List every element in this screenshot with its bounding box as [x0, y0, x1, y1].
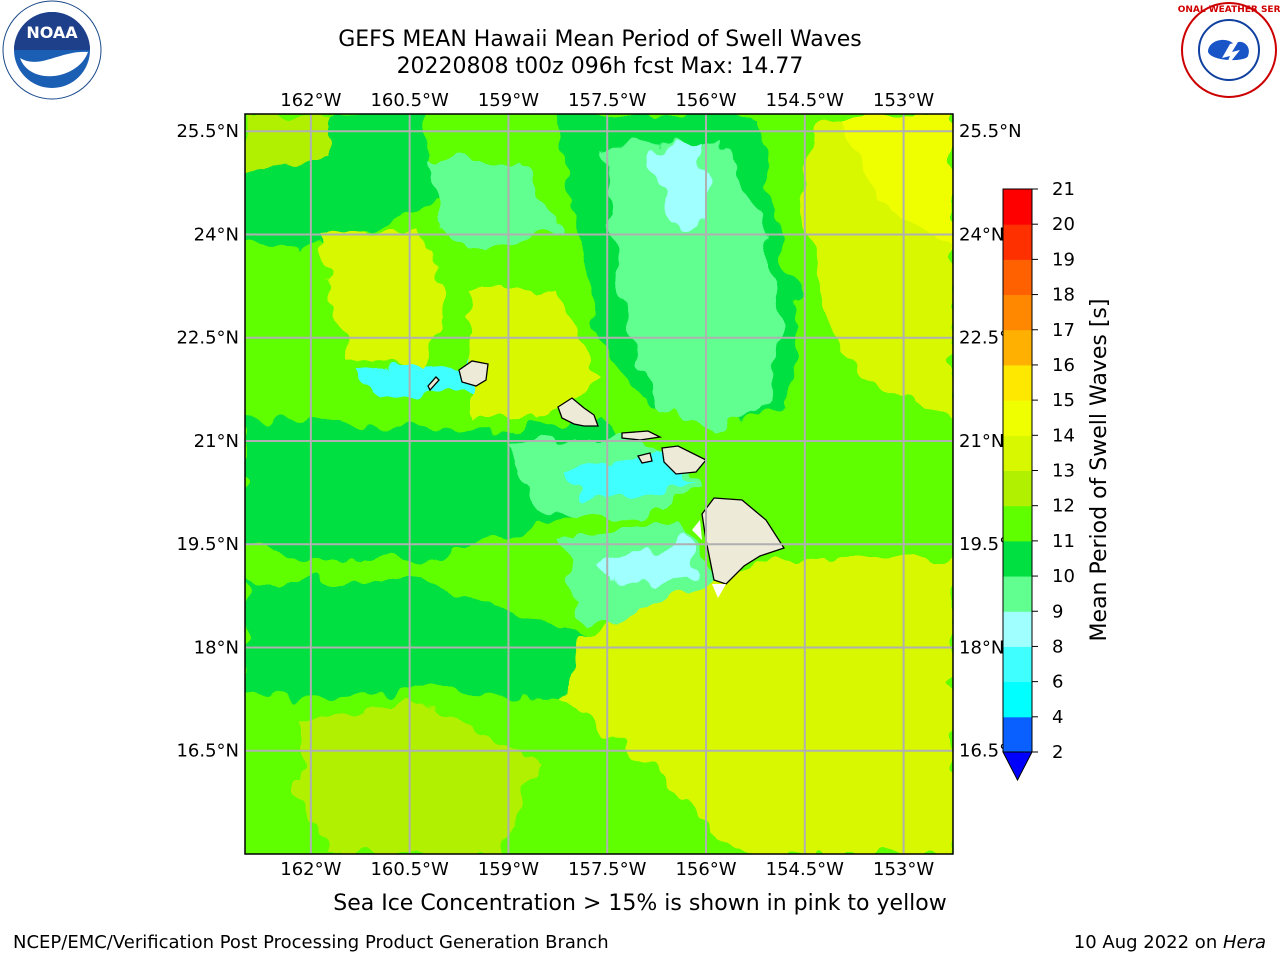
region-cyan-bigisland: [600, 540, 700, 585]
region-cyan-channel: [570, 455, 690, 500]
colorbar-segment: [1003, 716, 1032, 753]
region-yellow-northwest: [320, 230, 450, 370]
colorbar-label: Mean Period of Swell Waves [s]: [1087, 299, 1112, 642]
region-cyan-north: [650, 140, 710, 230]
tick-label-lat-left: 19.5°N: [176, 534, 239, 555]
colorbar-segment: [1003, 540, 1032, 577]
colorbar-tick-label: 11: [1052, 531, 1075, 552]
map-grid: [245, 114, 953, 854]
island-hawaii: [701, 497, 785, 585]
tick-label-lat-left: 16.5°N: [176, 741, 239, 762]
tick-label-lon-top: 156°W: [675, 90, 736, 111]
island-molokai: [621, 430, 663, 441]
heatmap-field: [245, 114, 953, 854]
colorbar-tick-label: 4: [1052, 707, 1063, 728]
colorbar-segment: [1003, 224, 1032, 260]
region-yellow-ne-peak: [840, 114, 953, 250]
tick-label-lon-bottom: 156°W: [675, 859, 736, 880]
colorbar-segment: [1003, 364, 1032, 401]
tick-label-lat-right: 18°N: [959, 637, 1004, 658]
colorbar-segment: [1003, 505, 1032, 542]
colorbar-segment: [1003, 400, 1032, 436]
colorbar-segment: [1003, 681, 1032, 718]
island-white-masks: [692, 520, 726, 598]
region-cyan-kauai: [360, 362, 480, 396]
tick-label-lon-bottom: 159°W: [478, 859, 539, 880]
colorbar-tick-label: 20: [1052, 214, 1075, 235]
colorbar-segment: [1003, 646, 1032, 683]
colorbar-tick-label: 6: [1052, 672, 1063, 693]
tick-label-lon-top: 159°W: [478, 90, 539, 111]
colorbar-tick-label: 16: [1052, 355, 1075, 376]
colorbar-segment: [1003, 435, 1032, 471]
region-yellow-southwest: [300, 700, 540, 854]
island-kauai: [458, 360, 489, 387]
tick-label-lon-top: 154.5°W: [766, 90, 845, 111]
tick-label-lon-bottom: 157.5°W: [568, 859, 647, 880]
region-green-sw: [245, 580, 600, 700]
tick-label-lat-right: 21°N: [959, 431, 1004, 452]
tick-label-lat-left: 18°N: [194, 637, 239, 658]
colorbar-tick-label: 8: [1052, 636, 1063, 657]
nws-logo: NATIONAL WEATHER SERVICE: [1178, 2, 1280, 98]
island-oahu: [557, 397, 599, 427]
sea-ice-note: Sea Ice Concentration > 15% is shown in …: [333, 891, 947, 916]
region-lightgreen-north: [600, 140, 780, 430]
tick-label-lon-bottom: 160.5°W: [370, 859, 449, 880]
date-info: 10 Aug 2022 on Hera: [1074, 932, 1266, 953]
machine-name: Hera: [1222, 932, 1266, 953]
region-yellow-southeast: [560, 560, 953, 854]
date-text: 10 Aug 2022 on: [1073, 932, 1223, 953]
region-yellow-oahu: [470, 290, 600, 420]
credit-text: NCEP/EMC/Verification Post Processing Pr…: [13, 932, 609, 953]
colorbar-segment: [1003, 470, 1032, 507]
colorbar-segment: [1003, 611, 1032, 647]
chart-subtitle: 20220808 t00z 096h fcst Max: 14.77: [396, 54, 804, 79]
island-lanai: [637, 452, 653, 464]
region-yellow-corner: [245, 114, 330, 170]
colorbar-tick-label: 21: [1052, 179, 1075, 200]
tick-label-lat-left: 21°N: [194, 431, 239, 452]
colorbar-tick-label: 12: [1052, 496, 1075, 517]
colorbar-tick-label: 18: [1052, 285, 1075, 306]
island-niihau: [427, 376, 440, 392]
colorbar-under-arrow: [1002, 751, 1033, 782]
tick-label-lon-top: 162°W: [280, 90, 341, 111]
colorbar-segment: [1003, 259, 1032, 296]
colorbar-tick-label: 14: [1052, 425, 1075, 446]
tick-label-lon-bottom: 154.5°W: [766, 859, 845, 880]
tick-label-lat-left: 25.5°N: [176, 121, 239, 142]
island-maui: [661, 445, 708, 475]
tick-label-lon-top: 153°W: [873, 90, 934, 111]
tick-label-lon-top: 160.5°W: [370, 90, 449, 111]
plot-frame: [244, 113, 954, 855]
region-lightgreen-n2: [430, 160, 560, 250]
island-outlines: [427, 360, 785, 585]
nws-logo-text: NATIONAL WEATHER SERVICE: [1178, 5, 1280, 15]
noaa-logo: NOAA: [2, 0, 102, 100]
colorbar: 2 4 6 8 9 10 11 12 13 14 15 16 17 18 19 20 21: [1002, 179, 1075, 782]
noaa-logo-text: NOAA: [26, 23, 78, 42]
tick-label-lon-bottom: 162°W: [280, 859, 341, 880]
colorbar-tick-label: 9: [1052, 601, 1063, 622]
colorbar-tick-label: 13: [1052, 461, 1075, 482]
colorbar-segment: [1003, 329, 1032, 366]
colorbar-tick-label: 17: [1052, 320, 1075, 341]
tick-label-lon-top: 157.5°W: [568, 90, 647, 111]
colorbar-tick-label: 10: [1052, 566, 1075, 587]
colorbar-tick-label: 2: [1052, 742, 1063, 763]
tick-label-lat-right: 24°N: [959, 224, 1004, 245]
colorbar-tick-label: 19: [1052, 249, 1075, 270]
tick-label-lat-left: 24°N: [194, 224, 239, 245]
colorbar-segment: [1003, 189, 1032, 225]
colorbar-segment: [1003, 576, 1032, 612]
colorbar-tick-label: 15: [1052, 390, 1075, 411]
chart-title: GEFS MEAN Hawaii Mean Period of Swell Wa…: [338, 27, 862, 52]
tick-label-lat-right: 25.5°N: [959, 121, 1022, 142]
tick-label-lat-left: 22.5°N: [176, 328, 239, 349]
colorbar-segment: [1003, 294, 1032, 331]
tick-label-lon-bottom: 153°W: [873, 859, 934, 880]
